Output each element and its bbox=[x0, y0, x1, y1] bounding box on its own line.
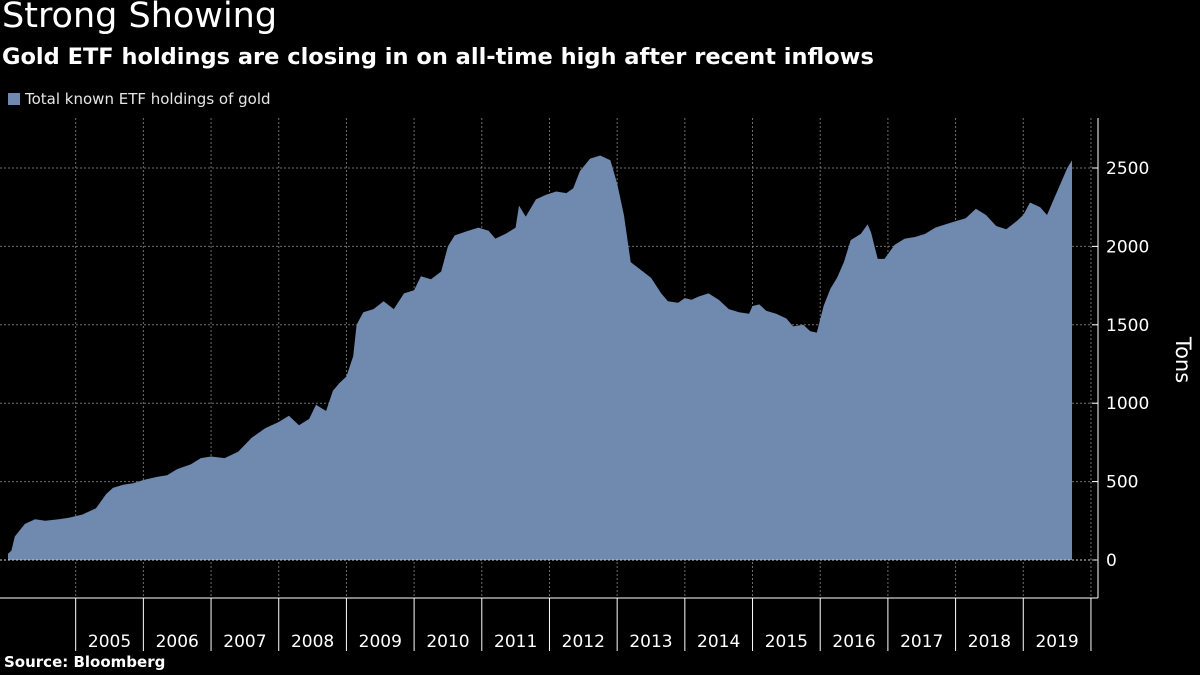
x-tick-label: 2015 bbox=[765, 632, 808, 652]
chart-title: Strong Showing bbox=[2, 0, 278, 36]
source-note: Source: Bloomberg bbox=[4, 653, 166, 671]
axes bbox=[0, 118, 1099, 651]
y-axis-label: Tons bbox=[1171, 336, 1195, 383]
y-tick-label: 2500 bbox=[1106, 159, 1149, 179]
y-axis-ticks: 0 500 1000 1500 2000 2500 bbox=[1106, 159, 1149, 571]
x-tick-label: 2016 bbox=[832, 632, 875, 652]
x-axis-ticks: 2005 2006 2007 2008 2009 2010 2011 2012 2013 2014… bbox=[88, 632, 1079, 652]
x-tick-label: 2012 bbox=[562, 632, 605, 652]
x-tick-label: 2008 bbox=[291, 632, 334, 652]
y-tick-label: 500 bbox=[1106, 473, 1138, 493]
legend-swatch bbox=[8, 93, 20, 105]
x-tick-label: 2009 bbox=[359, 632, 402, 652]
y-tick-label: 1500 bbox=[1106, 316, 1149, 336]
x-tick-label: 2011 bbox=[494, 632, 537, 652]
y-tick-label: 0 bbox=[1106, 551, 1117, 571]
x-tick-label: 2010 bbox=[426, 632, 469, 652]
x-tick-label: 2006 bbox=[156, 632, 199, 652]
x-tick-label: 2007 bbox=[223, 632, 266, 652]
x-tick-label: 2014 bbox=[697, 632, 740, 652]
legend: Total known ETF holdings of gold bbox=[8, 90, 271, 108]
x-tick-label: 2005 bbox=[88, 632, 131, 652]
legend-label: Total known ETF holdings of gold bbox=[25, 90, 271, 108]
y-tick-label: 1000 bbox=[1106, 394, 1149, 414]
y-tick-label: 2000 bbox=[1106, 237, 1149, 257]
chart-subtitle: Gold ETF holdings are closing in on all-… bbox=[2, 44, 874, 70]
x-tick-label: 2019 bbox=[1035, 632, 1078, 652]
x-tick-label: 2017 bbox=[900, 632, 943, 652]
x-tick-label: 2018 bbox=[968, 632, 1011, 652]
series-area bbox=[8, 155, 1072, 560]
x-tick-label: 2013 bbox=[629, 632, 672, 652]
